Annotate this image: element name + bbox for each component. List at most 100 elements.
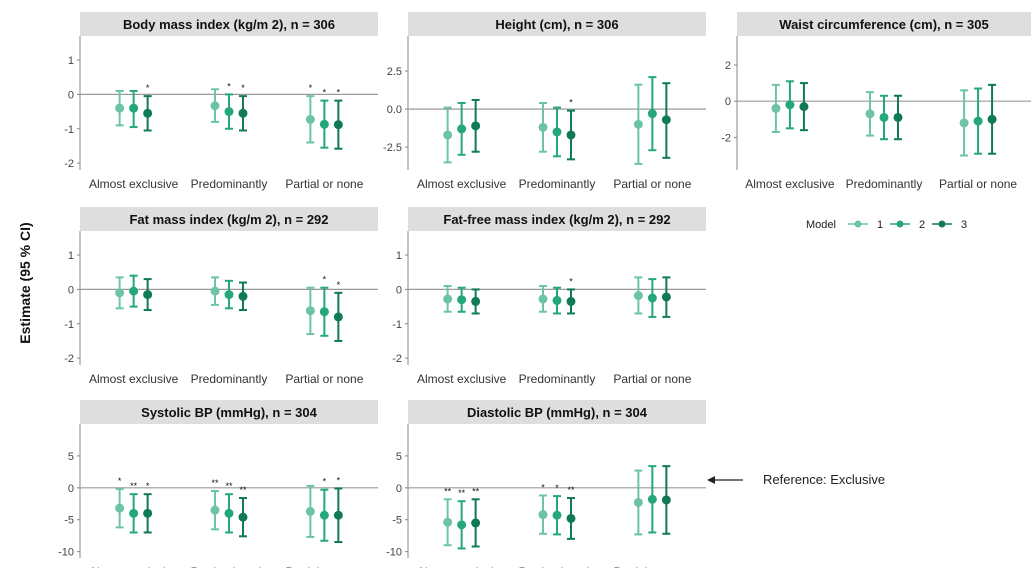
estimate-point bbox=[225, 509, 234, 518]
significance-marker: ** bbox=[225, 481, 233, 491]
y-tick-label: -2.5 bbox=[383, 142, 402, 154]
y-tick-label: -2 bbox=[392, 353, 402, 365]
estimate-point bbox=[457, 295, 466, 304]
estimate-point bbox=[648, 294, 657, 303]
estimate-point bbox=[553, 511, 562, 520]
estimate-point bbox=[471, 297, 480, 306]
legend-key-dot bbox=[939, 221, 946, 228]
significance-marker: ** bbox=[567, 485, 575, 495]
estimate-point bbox=[443, 130, 452, 139]
estimate-point bbox=[634, 498, 643, 507]
x-category-label: Partial or none bbox=[285, 372, 363, 386]
estimate-point bbox=[634, 291, 643, 300]
significance-marker: ** bbox=[472, 486, 480, 496]
y-tick-label: 0 bbox=[396, 483, 402, 495]
estimate-point bbox=[539, 510, 548, 519]
legend-label: 3 bbox=[961, 219, 967, 231]
x-category-label: Partial or none bbox=[613, 177, 691, 191]
x-category-label: Predominantly bbox=[191, 177, 268, 191]
legend: Model 1 2 3 bbox=[806, 219, 967, 231]
estimate-point bbox=[129, 104, 138, 113]
y-tick-label: 5 bbox=[68, 451, 74, 463]
estimate-point bbox=[553, 127, 562, 136]
y-tick-label: 0 bbox=[396, 284, 402, 296]
significance-marker: * bbox=[227, 81, 231, 91]
y-tick-label: -5 bbox=[392, 515, 402, 527]
x-category-label: Almost exclusive bbox=[417, 177, 507, 191]
y-tick-label: 2.5 bbox=[387, 66, 402, 78]
significance-marker: * bbox=[337, 475, 341, 485]
estimate-point bbox=[129, 287, 138, 296]
significance-marker: * bbox=[309, 83, 313, 93]
legend-label: 2 bbox=[919, 219, 925, 231]
estimate-point bbox=[239, 292, 248, 301]
estimate-point bbox=[143, 109, 152, 118]
estimate-point bbox=[648, 495, 657, 504]
estimate-point bbox=[320, 511, 329, 520]
estimate-point bbox=[306, 115, 315, 124]
y-tick-label: -2 bbox=[721, 132, 731, 144]
estimate-point bbox=[306, 306, 315, 315]
panel-title: Fat-free mass index (kg/m 2), n = 292 bbox=[443, 212, 670, 227]
significance-marker: * bbox=[323, 275, 327, 285]
significance-marker: * bbox=[146, 83, 150, 93]
estimate-point bbox=[225, 107, 234, 116]
estimate-point bbox=[553, 296, 562, 305]
estimate-point bbox=[799, 102, 808, 111]
estimate-point bbox=[785, 100, 794, 109]
significance-marker: * bbox=[541, 482, 545, 492]
x-category-label: Almost exclusive bbox=[745, 177, 835, 191]
y-tick-label: -1 bbox=[64, 319, 74, 331]
estimate-point bbox=[471, 121, 480, 130]
y-tick-label: 0 bbox=[725, 96, 731, 108]
significance-marker: * bbox=[118, 476, 122, 486]
x-category-label: Predominantly bbox=[519, 177, 596, 191]
panel: Body mass index (kg/m 2), n = 30610-1-2A… bbox=[64, 12, 378, 191]
significance-marker: * bbox=[555, 483, 559, 493]
panel-title: Height (cm), n = 306 bbox=[495, 17, 618, 32]
estimate-point bbox=[211, 101, 220, 110]
estimate-point bbox=[211, 506, 220, 515]
significance-marker: * bbox=[241, 83, 245, 93]
y-tick-label: -10 bbox=[58, 547, 74, 559]
x-category-label: Partial or none bbox=[939, 177, 1017, 191]
significance-marker: ** bbox=[458, 488, 466, 498]
estimate-point bbox=[457, 520, 466, 529]
x-category-label: Almost exclusive bbox=[89, 177, 179, 191]
y-tick-label: 0 bbox=[68, 284, 74, 296]
estimate-point bbox=[866, 109, 875, 118]
estimate-point bbox=[471, 518, 480, 527]
estimate-point bbox=[239, 109, 248, 118]
y-tick-label: -1 bbox=[392, 319, 402, 331]
legend-item-3: 3 bbox=[932, 219, 967, 231]
estimate-point bbox=[225, 290, 234, 299]
significance-marker: ** bbox=[444, 486, 452, 496]
panel: Fat mass index (kg/m 2), n = 292 1 0 -1 -2 Al… bbox=[64, 207, 378, 386]
significance-marker: ** bbox=[211, 478, 219, 488]
significance-marker: * bbox=[323, 477, 327, 487]
y-tick-label: -2 bbox=[64, 353, 74, 365]
estimate-point bbox=[115, 288, 124, 297]
estimate-point bbox=[567, 514, 576, 523]
panel-title: Waist circumference (cm), n = 305 bbox=[779, 17, 988, 32]
estimate-point bbox=[239, 513, 248, 522]
panel: Waist circumference (cm), n = 305 2 0 -2 Alm… bbox=[721, 12, 1031, 191]
significance-marker: * bbox=[146, 481, 150, 491]
y-tick-label: 1 bbox=[68, 250, 74, 262]
x-category-label: Predominantly bbox=[191, 372, 268, 386]
significance-marker: * bbox=[337, 280, 341, 290]
y-tick-label: 1 bbox=[396, 250, 402, 262]
significance-marker: ** bbox=[130, 481, 138, 491]
estimate-point bbox=[334, 511, 343, 520]
estimate-point bbox=[320, 120, 329, 129]
panel: Fat-free mass index (kg/m 2), n = 292 1 0 -… bbox=[392, 207, 706, 386]
estimate-point bbox=[880, 113, 889, 122]
panel-title: Systolic BP (mmHg), n = 304 bbox=[141, 405, 317, 420]
y-tick-label: 0 bbox=[68, 89, 74, 101]
estimate-point bbox=[567, 130, 576, 139]
x-category-label: Almost exclusive bbox=[417, 372, 507, 386]
panel: Height (cm), n = 306 2.5 0.0 -2.5 Almost exc… bbox=[383, 12, 706, 191]
y-tick-label: 1 bbox=[68, 55, 74, 67]
legend-item-2: 2 bbox=[890, 219, 925, 231]
y-tick-label: -2 bbox=[64, 158, 74, 170]
